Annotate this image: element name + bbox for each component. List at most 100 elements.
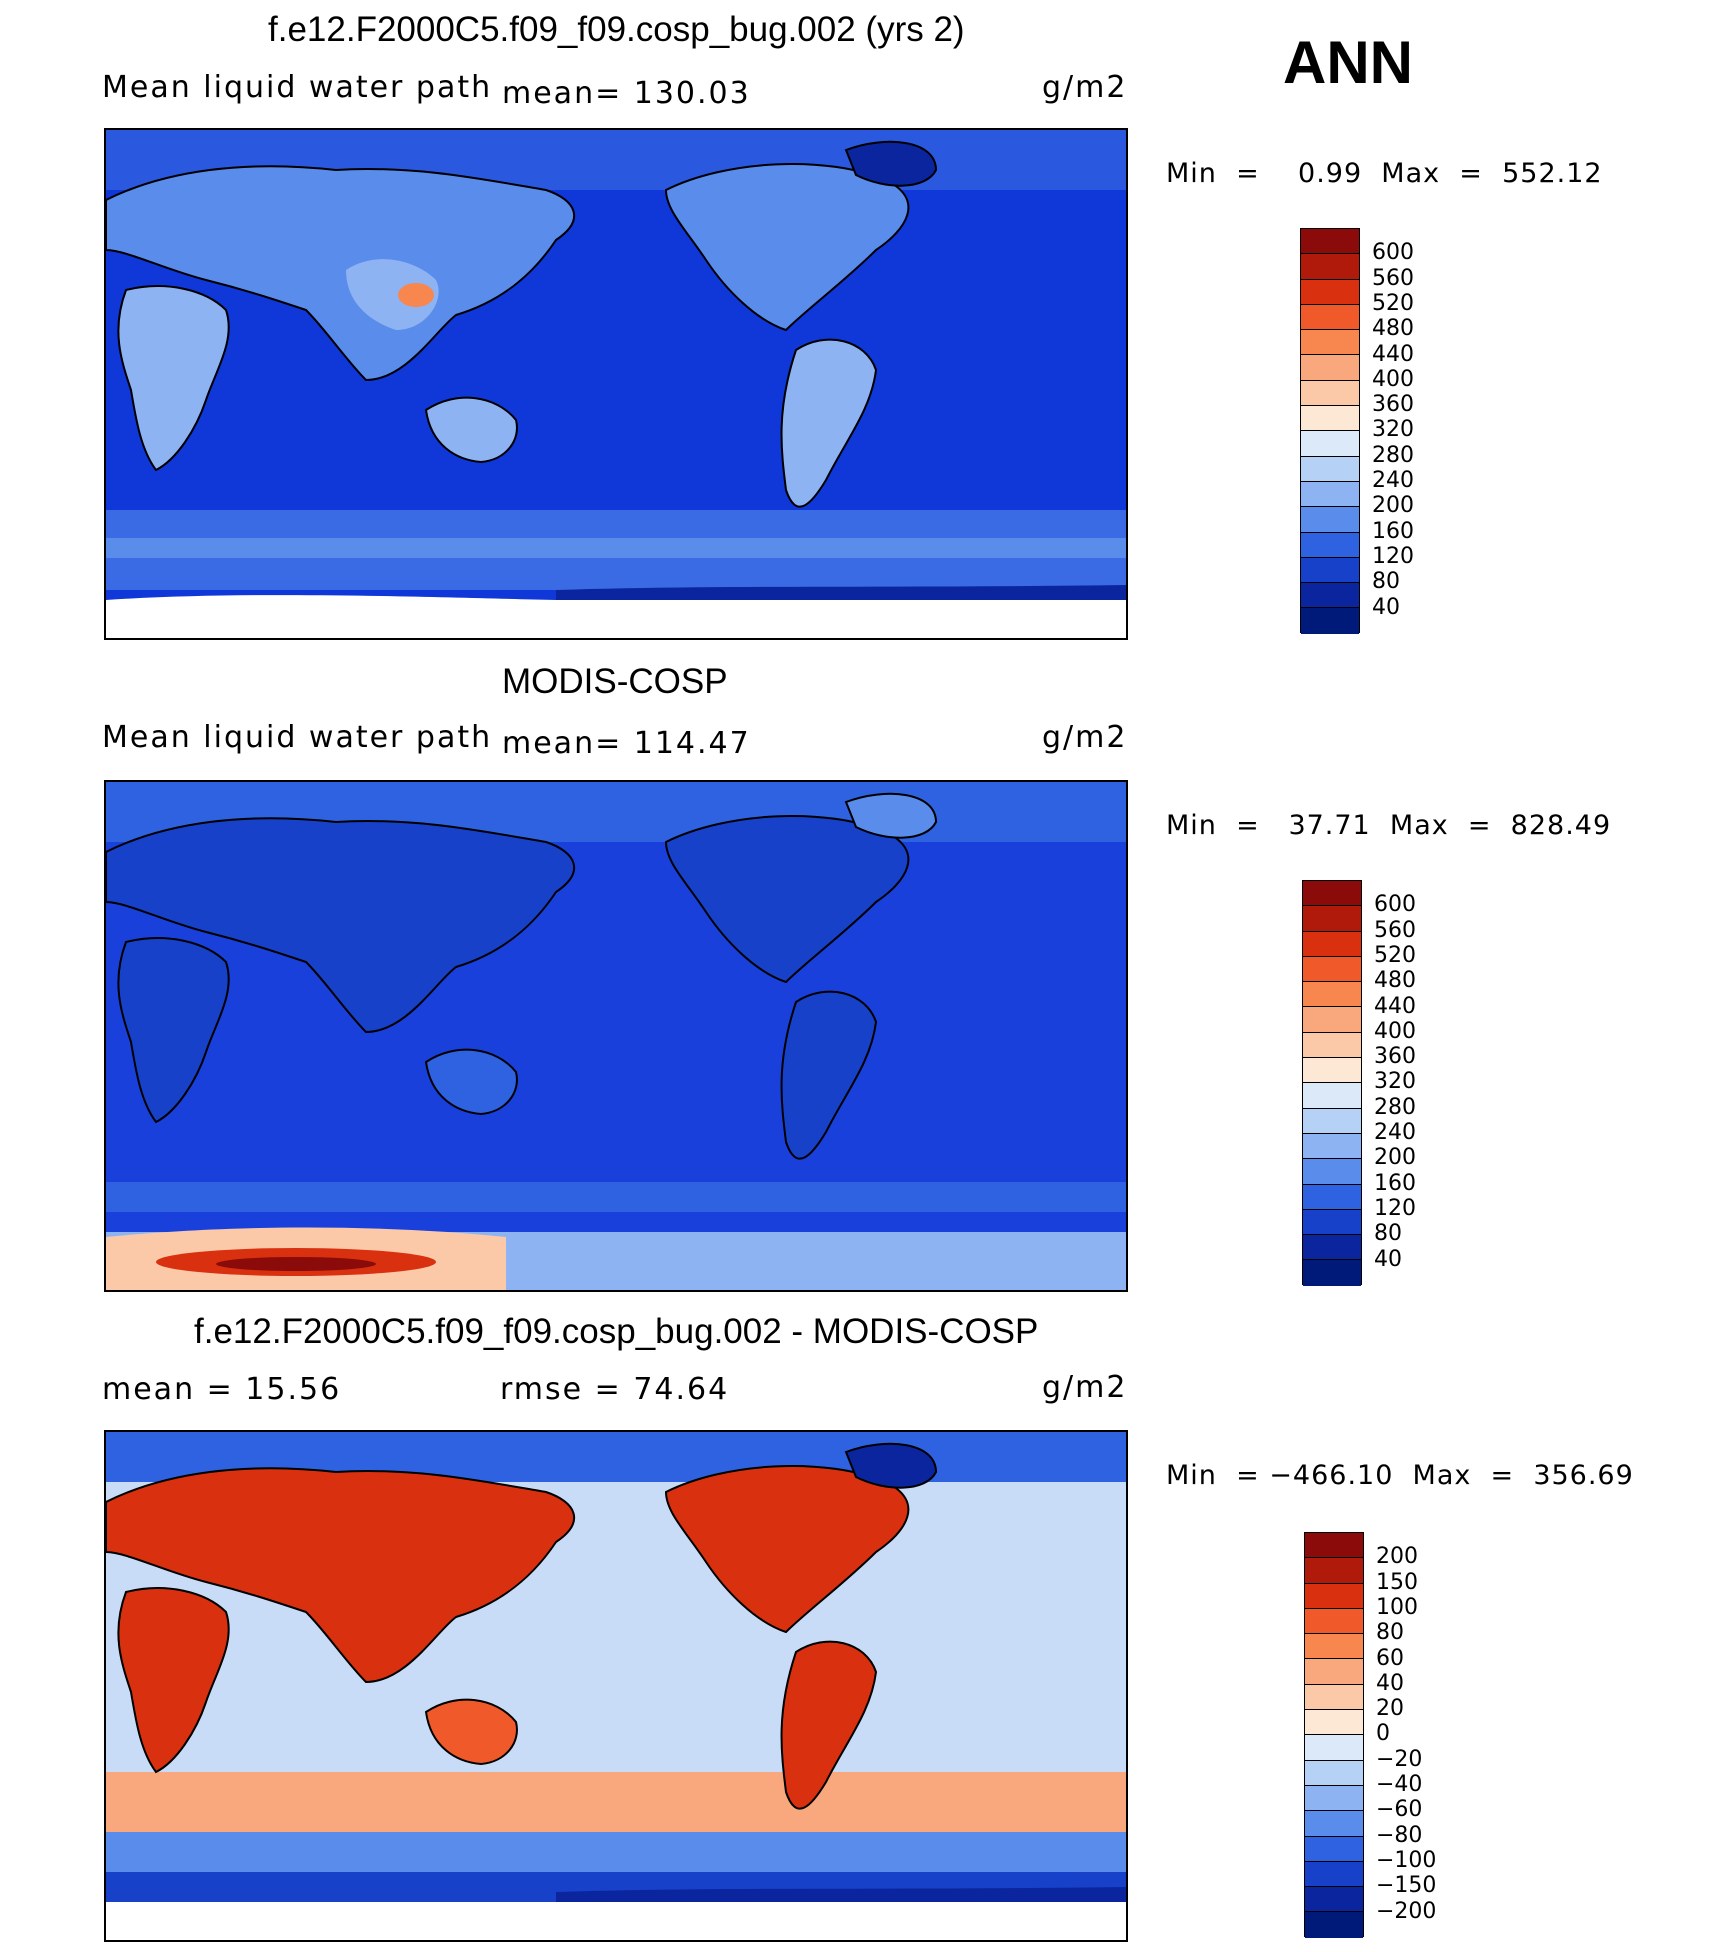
colorbar-box [1301, 229, 1359, 255]
colorbar-tick-label: −200 [1376, 1898, 1437, 1924]
colorbar-box [1305, 1583, 1363, 1609]
colorbar-tick-label: 200 [1374, 1145, 1416, 1171]
colorbar-box [1303, 1209, 1361, 1236]
colorbar-tick-label: 480 [1374, 968, 1416, 994]
colorbar-box [1301, 406, 1359, 432]
colorbar-tick-label: 440 [1374, 993, 1416, 1019]
colorbar-tick-label: 440 [1372, 341, 1414, 367]
panel1-units: g/m2 [1042, 70, 1128, 105]
colorbar-tick-label: 40 [1374, 1246, 1402, 1272]
panel1-minmax: Min = 0.99 Max = 552.12 [1166, 158, 1603, 189]
panel2-minmax: Min = 37.71 Max = 828.49 [1166, 810, 1612, 841]
panel3-mean-label: mean = 15.56 [102, 1372, 342, 1407]
colorbar-box [1301, 431, 1359, 457]
colorbar-box [1301, 481, 1359, 508]
colorbar-tick-label: 150 [1376, 1569, 1418, 1595]
colorbar-tick-label: −60 [1376, 1797, 1423, 1823]
colorbar-box [1305, 1659, 1363, 1685]
colorbar-box [1303, 956, 1361, 983]
colorbar-box [1301, 507, 1359, 533]
colorbar-box [1303, 1235, 1361, 1261]
colorbar-box [1305, 1785, 1363, 1812]
colorbar-box [1305, 1533, 1363, 1559]
colorbar-box [1305, 1836, 1363, 1862]
colorbar-tick-label: 320 [1374, 1069, 1416, 1095]
colorbar-tick-label: −80 [1376, 1822, 1423, 1848]
panel1-map-svg [106, 130, 1126, 638]
colorbar-tick-label: 280 [1374, 1094, 1416, 1120]
panel3-colorbar [1304, 1532, 1364, 1938]
colorbar-tick-label: 560 [1372, 265, 1414, 291]
colorbar-tick-label: 320 [1372, 417, 1414, 443]
colorbar-box [1303, 1007, 1361, 1033]
colorbar-box [1301, 304, 1359, 331]
colorbar-box [1303, 906, 1361, 932]
colorbar-box [1305, 1735, 1363, 1761]
colorbar-box [1301, 583, 1359, 609]
colorbar-box [1305, 1887, 1363, 1913]
colorbar-box [1305, 1608, 1363, 1635]
colorbar-tick-label: 0 [1376, 1721, 1390, 1747]
colorbar-box [1303, 931, 1361, 957]
colorbar-tick-label: 520 [1374, 942, 1416, 968]
colorbar-tick-label: 80 [1374, 1221, 1402, 1247]
colorbar-box [1303, 1032, 1361, 1059]
colorbar-tick-label: −40 [1376, 1772, 1423, 1797]
colorbar-box [1301, 380, 1359, 407]
colorbar-box [1301, 279, 1359, 305]
colorbar-box [1301, 254, 1359, 280]
panel2-map [104, 780, 1128, 1292]
colorbar-tick-label: 560 [1374, 917, 1416, 943]
panel3-title: f.e12.F2000C5.f09_f09.cosp_bug.002 - MOD… [194, 1312, 1039, 1351]
colorbar-tick-label: 360 [1374, 1044, 1416, 1070]
colorbar-box [1303, 1159, 1361, 1185]
panel2-units: g/m2 [1042, 720, 1128, 755]
colorbar-box [1303, 1184, 1361, 1210]
colorbar-box [1305, 1811, 1363, 1837]
panel2-title: MODIS-COSP [502, 662, 728, 701]
colorbar-tick-label: 100 [1376, 1594, 1418, 1620]
colorbar-tick-label: 240 [1374, 1120, 1416, 1145]
colorbar-box [1303, 1108, 1361, 1134]
colorbar-tick-label: 360 [1372, 392, 1414, 418]
colorbar-box [1303, 1133, 1361, 1160]
colorbar-box [1303, 1058, 1361, 1084]
colorbar-box [1301, 608, 1359, 634]
colorbar-box [1301, 456, 1359, 482]
colorbar-tick-label: 160 [1374, 1170, 1416, 1196]
colorbar-tick-label: 600 [1372, 240, 1414, 266]
colorbar-box [1305, 1760, 1363, 1786]
colorbar-tick-label: 400 [1372, 366, 1414, 392]
colorbar-tick-label: 280 [1372, 442, 1414, 468]
panel3-map [104, 1430, 1128, 1942]
colorbar-box [1303, 982, 1361, 1008]
panel3-rmse-label: rmse = 74.64 [500, 1372, 730, 1407]
colorbar-box [1303, 881, 1361, 907]
colorbar-tick-label: −100 [1376, 1847, 1437, 1873]
colorbar-box [1305, 1861, 1363, 1888]
season-label: ANN [1283, 29, 1413, 96]
panel1-variable-label: Mean liquid water path [102, 70, 493, 105]
panel2-mean-label: mean= 114.47 [502, 726, 751, 761]
colorbar-tick-label: 120 [1374, 1195, 1416, 1221]
colorbar-box [1301, 330, 1359, 356]
panel3-units: g/m2 [1042, 1370, 1128, 1405]
colorbar-tick-label: 60 [1376, 1645, 1404, 1671]
colorbar-box [1305, 1710, 1363, 1736]
colorbar-tick-label: 600 [1374, 892, 1416, 918]
colorbar-box [1305, 1634, 1363, 1660]
colorbar-tick-label: 40 [1376, 1670, 1404, 1696]
colorbar-box [1303, 1083, 1361, 1109]
colorbar-tick-label: −20 [1376, 1746, 1423, 1772]
colorbar-box [1305, 1684, 1363, 1711]
colorbar-tick-label: 120 [1372, 543, 1414, 569]
colorbar-box [1305, 1558, 1363, 1584]
panel1-map [104, 128, 1128, 640]
panel3-map-svg [106, 1432, 1126, 1940]
colorbar-tick-label: 40 [1372, 594, 1400, 620]
panel2-variable-label: Mean liquid water path [102, 720, 493, 755]
panel3-minmax: Min = −466.10 Max = 356.69 [1166, 1460, 1634, 1491]
colorbar-tick-label: 200 [1376, 1544, 1418, 1570]
colorbar-tick-label: 200 [1372, 493, 1414, 519]
panel1-mean-label: mean= 130.03 [502, 76, 751, 111]
